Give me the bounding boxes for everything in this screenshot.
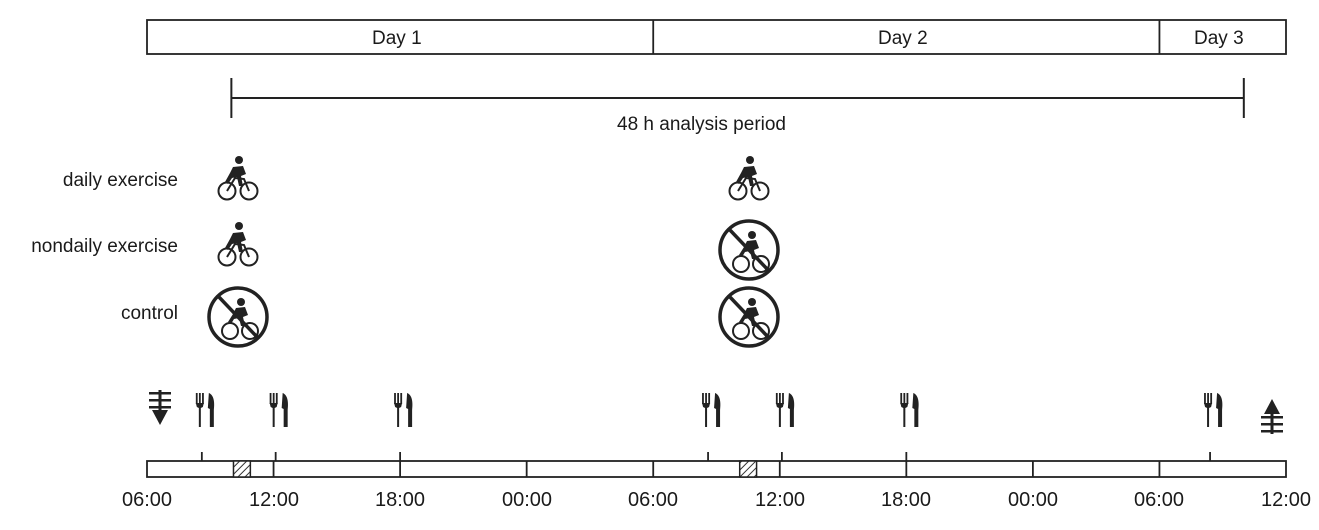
fork-knife-icon — [394, 393, 413, 427]
row-label-daily-exercise: daily exercise — [62, 170, 178, 191]
day-header-bar — [146, 19, 1287, 55]
day-3-label: Day 3 — [1194, 28, 1244, 49]
tick-label: 18:00 — [374, 489, 426, 511]
fork-knife-icon — [195, 393, 215, 427]
row-label-control: control — [120, 303, 178, 324]
tick-label: 18:00 — [880, 489, 932, 511]
no-cycling-icon — [207, 286, 269, 348]
fork-knife-icon — [1204, 393, 1223, 427]
day-2-label: Day 2 — [878, 28, 928, 49]
fork-knife-icon — [900, 393, 919, 427]
no-cycling-icon — [718, 219, 780, 281]
timeline-bar — [146, 460, 1287, 478]
fork-knife-icon — [269, 393, 289, 427]
no-cycling-icon — [718, 286, 780, 348]
tick-label: 00:00 — [501, 489, 553, 511]
analysis-period-label: 48 h analysis period — [617, 114, 786, 135]
arrow-up-icon — [1261, 399, 1283, 434]
arrow-down-icon — [149, 390, 171, 425]
cyclist-icon — [728, 155, 770, 201]
cyclist-icon — [217, 155, 259, 201]
tick-label: 06:00 — [121, 489, 173, 511]
exercise-window — [232, 460, 252, 478]
fork-knife-icon — [702, 393, 721, 427]
tick-label: 12:00 — [754, 489, 806, 511]
row-label-nondaily-exercise: nondaily exercise — [31, 236, 178, 257]
exercise-window — [738, 460, 758, 478]
fork-knife-icon — [775, 393, 795, 427]
tick-label: 06:00 — [1133, 489, 1185, 511]
tick-label: 12:00 — [248, 489, 300, 511]
tick-label: 12:00 — [1260, 489, 1312, 511]
day-1-label: Day 1 — [372, 28, 422, 49]
cyclist-icon — [217, 221, 259, 267]
tick-label: 00:00 — [1007, 489, 1059, 511]
tick-label: 06:00 — [627, 489, 679, 511]
